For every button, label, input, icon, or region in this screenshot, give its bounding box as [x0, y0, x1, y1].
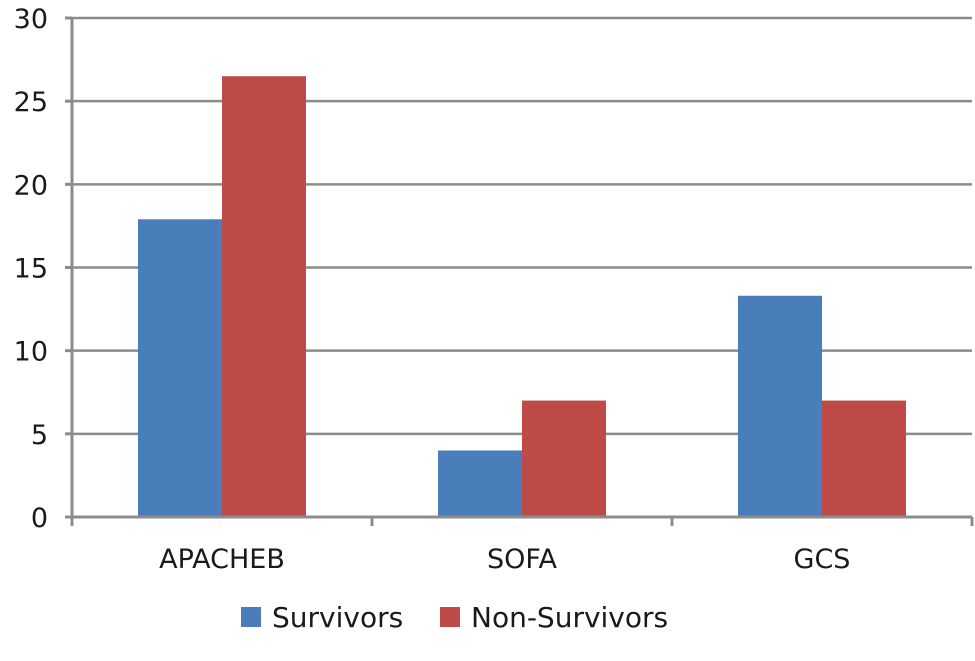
- bar-non-survivors-apacheb: [222, 76, 306, 517]
- y-tick-label: 0: [31, 503, 48, 534]
- bar-survivors-apacheb: [138, 219, 222, 517]
- bar-survivors-sofa: [438, 450, 522, 517]
- bar-non-survivors-gcs: [822, 400, 906, 517]
- y-tick-label: 30: [14, 4, 48, 35]
- bars: [138, 76, 906, 517]
- legend-label: Non-Survivors: [471, 601, 668, 634]
- x-category-label: APACHEB: [159, 544, 285, 575]
- y-tick-label: 15: [14, 254, 48, 285]
- y-tick-label: 5: [31, 420, 48, 451]
- y-tick-label: 25: [14, 87, 48, 118]
- legend-swatch-survivors: [241, 607, 261, 627]
- x-category-labels: APACHEB SOFA GCS: [159, 544, 850, 575]
- y-tick-labels: 0 5 10 15 20 25 30: [14, 4, 48, 534]
- y-tick-label: 20: [14, 170, 48, 201]
- bar-non-survivors-sofa: [522, 400, 606, 517]
- axes: [65, 16, 974, 526]
- legend-swatch-non-survivors: [440, 607, 460, 627]
- x-category-label: GCS: [794, 544, 851, 575]
- bar-survivors-gcs: [738, 295, 822, 517]
- x-category-label: SOFA: [487, 544, 557, 575]
- legend: Survivors Non-Survivors: [241, 601, 668, 634]
- y-tick-label: 10: [14, 337, 48, 368]
- legend-label: Survivors: [272, 601, 403, 634]
